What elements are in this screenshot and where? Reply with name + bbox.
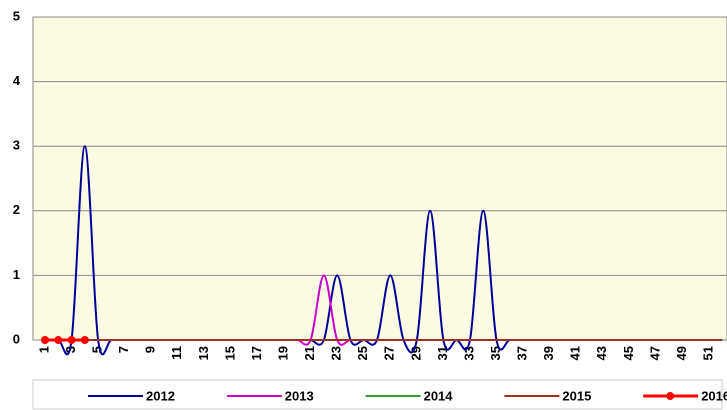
legend-label: 2014 — [424, 388, 454, 403]
x-tick-label: 23 — [329, 346, 344, 360]
x-tick-label: 7 — [116, 346, 131, 353]
x-tick-label: 41 — [568, 346, 583, 360]
y-tick-label: 1 — [13, 267, 20, 282]
y-tick-label: 3 — [13, 138, 20, 153]
x-tick-label: 5 — [90, 346, 105, 353]
legend-label: 2012 — [146, 388, 175, 403]
legend-box — [32, 379, 723, 410]
x-tick-label: 17 — [249, 346, 264, 360]
x-tick-label: 21 — [302, 346, 317, 360]
x-tick-label: 49 — [674, 346, 689, 360]
x-tick-label: 37 — [515, 346, 530, 360]
x-tick-label: 27 — [382, 346, 397, 360]
y-tick-label: 2 — [13, 202, 20, 217]
legend-label: 2015 — [562, 388, 591, 403]
x-tick-label: 29 — [408, 346, 423, 360]
x-tick-label: 13 — [196, 346, 211, 360]
x-tick-label: 11 — [169, 346, 184, 360]
x-tick-label: 15 — [222, 346, 237, 360]
y-tick-label: 0 — [13, 331, 20, 346]
legend-label: 2016* — [701, 388, 727, 403]
x-tick-label: 39 — [541, 346, 556, 360]
x-tick-label: 19 — [275, 346, 290, 360]
point — [54, 336, 63, 344]
x-tick-label: 51 — [700, 346, 715, 360]
x-tick-label: 45 — [621, 346, 636, 360]
point — [80, 336, 89, 344]
point — [41, 336, 49, 344]
x-tick-label: 25 — [355, 346, 370, 360]
point — [67, 336, 76, 344]
plot-area — [32, 16, 727, 341]
x-tick-label: 9 — [143, 346, 158, 353]
legend-label: 2013 — [285, 388, 314, 403]
x-tick-label: 1 — [36, 346, 51, 353]
x-tick-label: 31 — [435, 346, 450, 360]
x-tick-label: 35 — [488, 346, 503, 360]
x-tick-label: 43 — [594, 346, 609, 360]
legend-marker — [666, 392, 675, 400]
y-tick-label: 4 — [13, 73, 21, 88]
y-tick-label: 5 — [13, 8, 20, 23]
x-tick-label: 47 — [647, 346, 662, 360]
